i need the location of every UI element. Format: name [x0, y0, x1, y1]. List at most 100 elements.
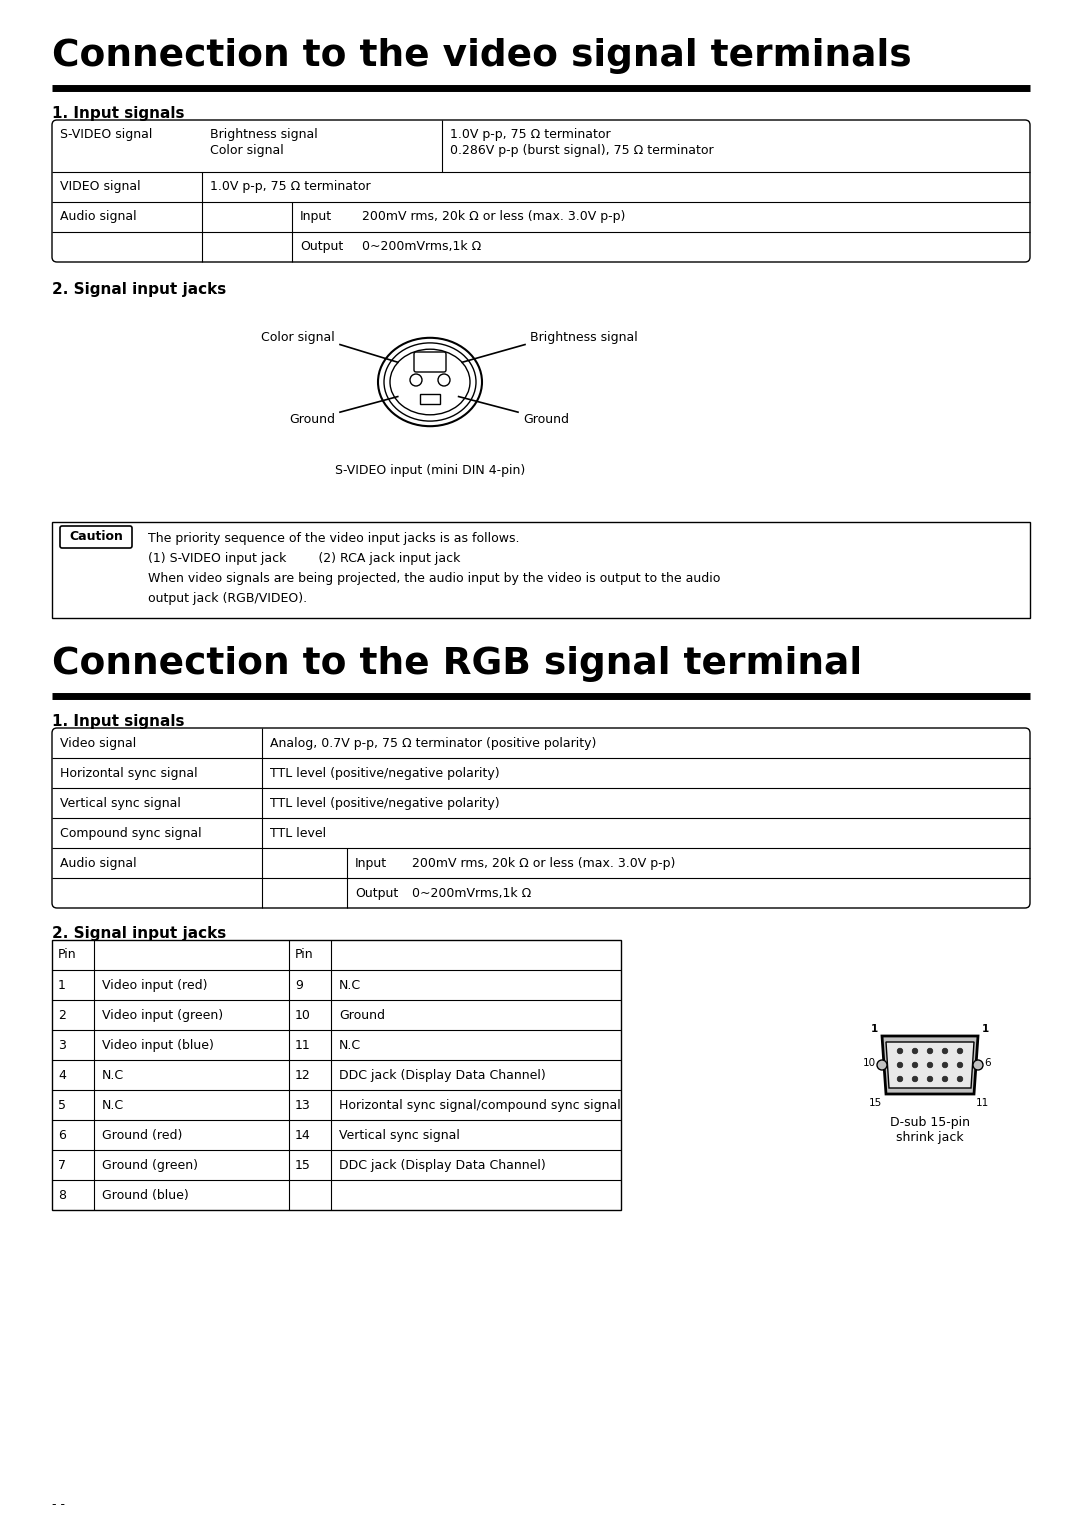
- Text: The priority sequence of the video input jacks is as follows.: The priority sequence of the video input…: [148, 532, 519, 545]
- Text: Output: Output: [300, 240, 343, 254]
- Text: Ground (red): Ground (red): [102, 1129, 183, 1141]
- Text: Brightness signal: Brightness signal: [530, 330, 638, 344]
- Text: N.C: N.C: [102, 1099, 124, 1112]
- Ellipse shape: [378, 338, 482, 426]
- Text: Pin: Pin: [58, 947, 77, 961]
- FancyBboxPatch shape: [414, 351, 446, 371]
- Text: S-VIDEO input (mini DIN 4-pin): S-VIDEO input (mini DIN 4-pin): [335, 465, 525, 477]
- Text: 11: 11: [295, 1039, 311, 1051]
- Text: Input: Input: [355, 857, 387, 869]
- FancyBboxPatch shape: [60, 526, 132, 549]
- Circle shape: [410, 374, 422, 387]
- Text: 6: 6: [984, 1057, 990, 1068]
- Text: 10: 10: [863, 1057, 876, 1068]
- Text: 9: 9: [295, 979, 302, 992]
- Text: Input: Input: [300, 209, 333, 223]
- Text: S-VIDEO signal: S-VIDEO signal: [60, 128, 152, 141]
- Text: Connection to the video signal terminals: Connection to the video signal terminals: [52, 38, 912, 73]
- Text: 200mV rms, 20k Ω or less (max. 3.0V p-p): 200mV rms, 20k Ω or less (max. 3.0V p-p): [411, 857, 675, 869]
- Text: 1: 1: [870, 1024, 878, 1034]
- Polygon shape: [882, 1036, 978, 1094]
- Circle shape: [957, 1048, 962, 1054]
- Text: 3: 3: [58, 1039, 66, 1051]
- Text: 1.0V p-p, 75 Ω terminator: 1.0V p-p, 75 Ω terminator: [210, 180, 370, 193]
- Text: Video input (blue): Video input (blue): [102, 1039, 214, 1051]
- Text: N.C: N.C: [102, 1070, 124, 1082]
- Text: (1) S-VIDEO input jack        (2) RCA jack input jack: (1) S-VIDEO input jack (2) RCA jack inpu…: [148, 552, 460, 565]
- Text: 2. Signal input jacks: 2. Signal input jacks: [52, 283, 226, 296]
- Text: Audio signal: Audio signal: [60, 209, 137, 223]
- Text: Audio signal: Audio signal: [60, 857, 137, 869]
- Circle shape: [942, 1048, 948, 1054]
- Text: 8: 8: [58, 1189, 66, 1203]
- Text: N.C: N.C: [339, 979, 361, 992]
- Text: Connection to the RGB signal terminal: Connection to the RGB signal terminal: [52, 646, 862, 681]
- Text: 15: 15: [868, 1099, 882, 1108]
- Text: 1. Input signals: 1. Input signals: [52, 714, 185, 729]
- Text: 6: 6: [58, 1129, 66, 1141]
- Circle shape: [973, 1060, 983, 1070]
- Text: Ground (green): Ground (green): [102, 1160, 198, 1172]
- Text: 2: 2: [58, 1008, 66, 1022]
- Text: Video input (green): Video input (green): [102, 1008, 224, 1022]
- Text: When video signals are being projected, the audio input by the video is output t: When video signals are being projected, …: [148, 571, 720, 585]
- Text: Output: Output: [355, 886, 399, 900]
- Text: VIDEO signal: VIDEO signal: [60, 180, 140, 193]
- Text: DDC jack (Display Data Channel): DDC jack (Display Data Channel): [339, 1160, 545, 1172]
- Circle shape: [897, 1048, 903, 1054]
- Bar: [420, 394, 440, 403]
- Text: 0~200mVrms,1k Ω: 0~200mVrms,1k Ω: [411, 886, 531, 900]
- Text: 1.0V p-p, 75 Ω terminator: 1.0V p-p, 75 Ω terminator: [450, 128, 610, 141]
- Text: TTL level (positive/negative polarity): TTL level (positive/negative polarity): [270, 767, 500, 779]
- Circle shape: [942, 1062, 948, 1068]
- Text: Ground: Ground: [339, 1008, 384, 1022]
- Circle shape: [957, 1076, 962, 1082]
- Text: TTL level: TTL level: [270, 827, 326, 840]
- Text: Analog, 0.7V p-p, 75 Ω terminator (positive polarity): Analog, 0.7V p-p, 75 Ω terminator (posit…: [270, 736, 596, 750]
- Text: 200mV rms, 20k Ω or less (max. 3.0V p-p): 200mV rms, 20k Ω or less (max. 3.0V p-p): [362, 209, 625, 223]
- Circle shape: [928, 1048, 933, 1054]
- Text: Ground: Ground: [289, 413, 335, 426]
- Text: 0.286V p-p (burst signal), 75 Ω terminator: 0.286V p-p (burst signal), 75 Ω terminat…: [450, 144, 714, 157]
- Circle shape: [438, 374, 450, 387]
- Circle shape: [928, 1076, 933, 1082]
- Text: 2. Signal input jacks: 2. Signal input jacks: [52, 926, 226, 941]
- Text: Video signal: Video signal: [60, 736, 136, 750]
- Text: TTL level (positive/negative polarity): TTL level (positive/negative polarity): [270, 798, 500, 810]
- Text: 1. Input signals: 1. Input signals: [52, 105, 185, 121]
- Circle shape: [928, 1062, 933, 1068]
- Text: Horizontal sync signal: Horizontal sync signal: [60, 767, 198, 779]
- Text: 14: 14: [295, 1129, 311, 1141]
- Circle shape: [957, 1062, 962, 1068]
- Text: Vertical sync signal: Vertical sync signal: [339, 1129, 460, 1141]
- Text: 5: 5: [58, 1099, 66, 1112]
- Polygon shape: [886, 1042, 974, 1088]
- Text: 13: 13: [295, 1099, 311, 1112]
- Text: 1: 1: [58, 979, 66, 992]
- Text: DDC jack (Display Data Channel): DDC jack (Display Data Channel): [339, 1070, 545, 1082]
- Circle shape: [897, 1062, 903, 1068]
- Text: Brightness signal: Brightness signal: [210, 128, 318, 141]
- Text: Color signal: Color signal: [210, 144, 284, 157]
- Ellipse shape: [384, 342, 476, 422]
- Circle shape: [877, 1060, 887, 1070]
- Text: D-sub 15-pin
shrink jack: D-sub 15-pin shrink jack: [890, 1115, 970, 1144]
- Circle shape: [942, 1076, 948, 1082]
- Text: Caution: Caution: [69, 530, 123, 544]
- Text: Video input (red): Video input (red): [102, 979, 207, 992]
- Text: Horizontal sync signal/compound sync signal: Horizontal sync signal/compound sync sig…: [339, 1099, 621, 1112]
- Text: 1: 1: [982, 1024, 989, 1034]
- Text: 15: 15: [295, 1160, 311, 1172]
- Text: 7: 7: [58, 1160, 66, 1172]
- Text: Compound sync signal: Compound sync signal: [60, 827, 202, 840]
- Circle shape: [913, 1062, 918, 1068]
- Circle shape: [913, 1048, 918, 1054]
- Text: Pin: Pin: [295, 947, 313, 961]
- Text: 10: 10: [295, 1008, 311, 1022]
- Text: Vertical sync signal: Vertical sync signal: [60, 798, 180, 810]
- Circle shape: [897, 1076, 903, 1082]
- Text: Ground (blue): Ground (blue): [102, 1189, 189, 1203]
- Bar: [52, 940, 621, 1210]
- Text: 0~200mVrms,1k Ω: 0~200mVrms,1k Ω: [362, 240, 482, 254]
- Text: Color signal: Color signal: [261, 330, 335, 344]
